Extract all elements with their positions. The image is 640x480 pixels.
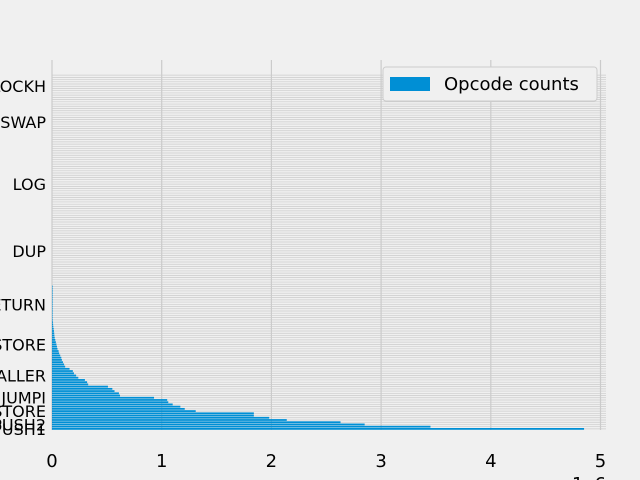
bar [52, 307, 53, 310]
y-tick-label: DUP [12, 242, 46, 261]
legend-box [382, 66, 598, 102]
bar [52, 350, 59, 352]
bar [52, 427, 585, 430]
bar [52, 416, 270, 419]
bar [52, 383, 89, 386]
bars [52, 285, 585, 430]
bar [52, 379, 85, 381]
x-tick-label: 5 [595, 451, 606, 472]
bar [52, 321, 53, 323]
x-tick-label: 2 [266, 451, 277, 472]
bar [52, 345, 57, 348]
bar [52, 298, 53, 301]
bar [52, 363, 65, 366]
bar [52, 336, 55, 339]
bar [52, 374, 77, 377]
bar [52, 323, 54, 326]
x-scale-label: 1e6 [572, 474, 606, 480]
bar [52, 292, 53, 295]
legend: Opcode counts [382, 66, 598, 102]
bar [52, 405, 181, 408]
bar [52, 396, 155, 399]
bar [52, 367, 70, 370]
bar [52, 381, 88, 384]
bar [52, 301, 53, 303]
legend-swatch [390, 77, 430, 91]
bar [52, 341, 56, 344]
x-tick-labels: 0 1 2 3 4 5 [46, 451, 606, 472]
grid [51, 60, 606, 430]
x-tick-label: 4 [485, 451, 496, 472]
y-tick-label: SWAP [0, 113, 46, 132]
bar [52, 387, 113, 390]
x-tick-label: 3 [375, 451, 386, 472]
bar [52, 290, 53, 292]
bar [52, 401, 169, 404]
bar [52, 403, 173, 406]
bar [52, 347, 58, 350]
bar [52, 407, 185, 410]
bar [52, 334, 55, 337]
bar [52, 287, 53, 290]
bar [52, 338, 56, 341]
bar [52, 390, 115, 392]
bar [52, 314, 53, 317]
y-tick-label: LOG [13, 175, 46, 194]
bar [52, 330, 54, 332]
legend-label: Opcode counts [444, 74, 579, 95]
bar [52, 296, 53, 299]
bar [52, 303, 53, 306]
bar [52, 356, 62, 359]
bar [52, 372, 74, 375]
bar [52, 312, 53, 315]
bar [52, 423, 365, 426]
y-tick-label: MSTORE [0, 402, 46, 421]
y-tick-label: PUSH2 [0, 415, 46, 434]
bar [52, 354, 61, 357]
bar [52, 410, 196, 412]
bar [52, 343, 57, 346]
bar [52, 365, 66, 368]
bar [52, 421, 341, 424]
bar [52, 412, 254, 415]
bar [52, 361, 63, 364]
bar [52, 332, 55, 335]
bar [52, 399, 168, 401]
bar [52, 318, 53, 321]
x-tick-label: 1 [156, 451, 167, 472]
bar [52, 419, 287, 421]
bar [52, 394, 121, 397]
bar [52, 425, 431, 428]
y-tick-label: BLOCKH [0, 77, 46, 96]
bar [52, 385, 108, 388]
y-tick-label: PUSH1 [0, 420, 46, 439]
bar [52, 294, 53, 297]
bar [52, 352, 60, 355]
bar [52, 316, 53, 319]
bar [52, 325, 54, 328]
bar [52, 305, 53, 308]
bar [52, 359, 62, 361]
bar [52, 310, 53, 312]
bar [52, 327, 54, 330]
bar [52, 285, 53, 288]
bar [52, 392, 119, 395]
plot-area [52, 74, 606, 430]
y-tick-label: SSTORE [0, 335, 46, 354]
bar [52, 370, 73, 372]
bar [52, 414, 254, 417]
y-tick-label: CALLER [0, 366, 46, 385]
x-tick-label: 0 [46, 451, 57, 472]
y-tick-label: JUMPI [0, 389, 46, 408]
bar [52, 376, 79, 379]
